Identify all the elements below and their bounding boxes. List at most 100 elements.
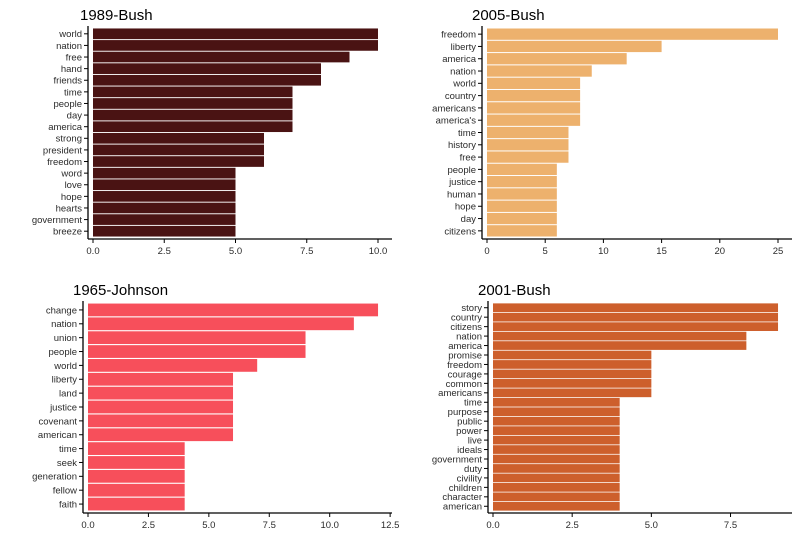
category-label: strong: [56, 134, 82, 145]
bar-government: [493, 454, 620, 464]
bar-human: [487, 188, 557, 200]
category-label: day: [67, 110, 83, 121]
x-tick-label: 7.5: [724, 520, 737, 531]
panel-title: 2005-Bush: [472, 7, 545, 24]
category-label: covenant: [38, 416, 77, 427]
category-label: duty: [464, 464, 482, 475]
panel-3: 1965-Johnson change nation union people world…: [32, 282, 399, 531]
bar-story: [493, 303, 779, 313]
category-label: america: [442, 54, 477, 65]
bar-americans: [487, 102, 581, 114]
x-tick-label: 2.5: [158, 246, 171, 257]
category-label: president: [43, 145, 82, 156]
category-label: hope: [61, 192, 82, 203]
category-label: common: [446, 379, 482, 390]
bar-citizens: [487, 225, 557, 237]
bar-nation: [487, 65, 592, 77]
category-label: americans: [432, 103, 476, 114]
category-label: time: [64, 87, 82, 98]
bar-purpose: [493, 407, 620, 417]
x-tick-label: 5.0: [202, 520, 215, 531]
bar-time: [88, 442, 185, 455]
bar-strong: [93, 132, 264, 144]
category-label: america's: [436, 116, 477, 127]
bar-time: [487, 126, 569, 139]
category-label: free: [66, 52, 82, 63]
category-label: hand: [61, 64, 82, 75]
category-label: nation: [456, 331, 482, 342]
category-label: land: [59, 389, 77, 400]
category-label: liberty: [451, 42, 477, 53]
bar-land: [88, 386, 234, 400]
category-label: freedom: [447, 360, 482, 371]
category-label: time: [464, 398, 482, 409]
category-label: power: [456, 426, 482, 437]
bar-freedom: [487, 28, 778, 40]
bar-people: [487, 163, 557, 176]
bar-free: [93, 51, 350, 63]
bar-ideals: [493, 445, 620, 454]
category-label: nation: [450, 66, 476, 77]
bar-free: [487, 151, 569, 163]
category-label: character: [442, 492, 482, 503]
panel-title: 1965-Johnson: [73, 282, 168, 299]
category-label: world: [53, 361, 77, 372]
bar-day: [487, 212, 557, 225]
x-tick-label: 0.0: [86, 246, 99, 257]
category-label: time: [59, 444, 77, 455]
bar-character: [493, 492, 620, 502]
category-label: citizens: [450, 322, 482, 333]
x-tick-label: 10.0: [320, 520, 339, 531]
category-label: fellow: [53, 486, 77, 497]
bar-hope: [487, 200, 557, 212]
category-label: time: [458, 128, 476, 139]
x-tick-label: 5.0: [229, 246, 242, 257]
x-tick-label: 5.0: [645, 520, 658, 531]
x-tick-label: 15: [656, 246, 667, 257]
bar-america: [93, 121, 293, 133]
bar-freedom: [93, 156, 264, 167]
bar-union: [88, 331, 306, 345]
bar-seek: [88, 456, 185, 469]
bar-nation: [88, 317, 354, 331]
bar-america's: [487, 114, 581, 126]
bar-word: [93, 167, 236, 179]
x-tick-label: 10: [598, 246, 609, 257]
category-label: live: [468, 435, 482, 446]
bar-america: [487, 53, 627, 65]
bar-faith: [88, 497, 185, 511]
bar-friends: [93, 74, 321, 86]
bar-courage: [493, 369, 652, 379]
bar-change: [88, 303, 379, 317]
category-label: history: [448, 140, 476, 151]
bar-citizens: [493, 322, 779, 331]
category-label: freedom: [441, 30, 476, 41]
category-label: justice: [49, 402, 77, 413]
category-label: world: [58, 29, 82, 40]
category-label: ideals: [457, 445, 482, 456]
panel-4: 2001-Bushstorycountrycitizensnationameri…: [432, 282, 792, 531]
x-tick-label: 5: [543, 246, 548, 257]
category-label: love: [65, 180, 82, 191]
bar-common: [493, 379, 652, 388]
x-tick-label: 2.5: [142, 520, 155, 531]
category-label: justice: [448, 177, 476, 188]
bar-justice: [88, 400, 234, 414]
category-label: human: [447, 189, 476, 200]
bar-children: [493, 483, 620, 492]
category-label: purpose: [448, 407, 482, 418]
category-label: people: [48, 347, 77, 358]
x-tick-label: 7.5: [300, 246, 313, 257]
x-tick-label: 20: [715, 246, 726, 257]
bar-duty: [493, 464, 620, 473]
bar-government: [93, 214, 236, 225]
category-label: america: [48, 122, 83, 133]
category-label: america: [448, 341, 483, 352]
x-tick-label: 0: [484, 246, 489, 257]
category-label: civility: [457, 473, 483, 484]
category-label: government: [32, 215, 83, 226]
bar-power: [493, 426, 620, 435]
bar-justice: [487, 176, 557, 188]
